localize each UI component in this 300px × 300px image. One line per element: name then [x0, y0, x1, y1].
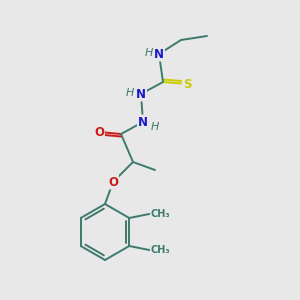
Text: N: N	[138, 116, 148, 128]
Text: H: H	[151, 122, 159, 132]
Text: O: O	[94, 125, 104, 139]
Text: S: S	[183, 77, 191, 91]
Text: O: O	[108, 176, 118, 188]
Text: H: H	[145, 48, 153, 58]
Text: H: H	[126, 88, 134, 98]
Text: CH₃: CH₃	[150, 209, 170, 219]
Text: CH₃: CH₃	[150, 245, 170, 255]
Text: N: N	[154, 47, 164, 61]
Text: N: N	[136, 88, 146, 100]
